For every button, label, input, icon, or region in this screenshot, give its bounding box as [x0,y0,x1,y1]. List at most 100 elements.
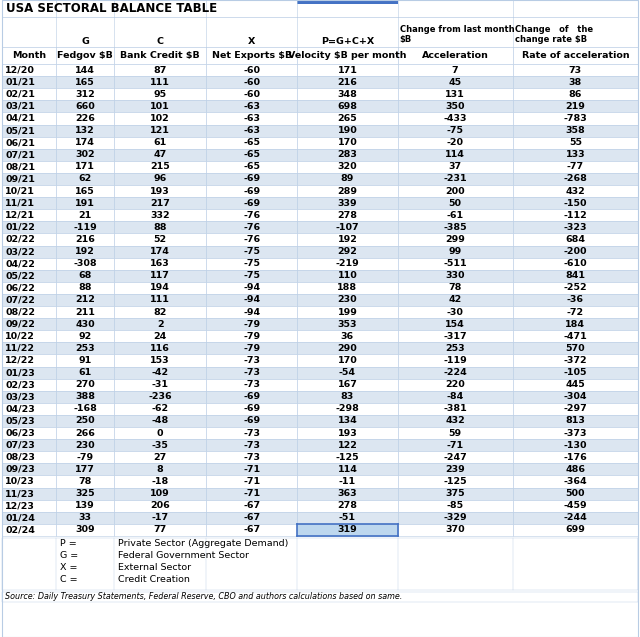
Bar [397,512,513,524]
Text: 61: 61 [154,138,167,147]
Text: Rate of acceleration: Rate of acceleration [522,51,629,60]
Text: -65: -65 [243,162,260,171]
Text: -783: -783 [563,114,588,123]
Bar [298,415,397,427]
Text: 11/22: 11/22 [5,344,35,353]
Bar [115,257,206,269]
Bar [206,112,298,124]
Bar [56,269,115,282]
Bar [115,354,206,366]
Text: 06/22: 06/22 [5,283,35,292]
Bar [56,524,115,536]
Bar [2,0,638,17]
Bar [2,209,56,221]
Text: -60: -60 [243,90,260,99]
Bar [206,221,298,233]
Bar [298,173,397,185]
Text: 139: 139 [75,501,95,510]
Text: -79: -79 [76,453,93,462]
Text: 250: 250 [75,417,95,426]
Text: 170: 170 [337,356,357,365]
Bar [298,76,397,88]
Text: -54: -54 [339,368,356,377]
Text: 117: 117 [150,271,170,280]
Bar [513,354,638,366]
Bar [397,245,513,257]
Text: -105: -105 [564,368,587,377]
Bar [397,342,513,354]
Text: Change from last month
$B: Change from last month $B [399,25,514,45]
Text: -71: -71 [243,489,260,498]
Text: 309: 309 [75,526,95,534]
Bar [115,427,206,439]
Text: -30: -30 [447,308,463,317]
Bar [115,451,206,463]
Text: 101: 101 [150,102,170,111]
Bar [513,403,638,415]
Text: 02/21: 02/21 [5,90,35,99]
Text: 03/22: 03/22 [5,247,35,256]
Text: 230: 230 [75,441,95,450]
Text: 190: 190 [337,126,357,135]
Bar [56,330,115,342]
Text: -385: -385 [444,223,467,232]
Text: 292: 292 [337,247,357,256]
Bar [56,76,115,88]
Text: -364: -364 [564,477,587,486]
Text: 174: 174 [75,138,95,147]
Bar [298,512,397,524]
Bar [2,306,56,318]
Bar [115,173,206,185]
Bar [115,294,206,306]
Text: -76: -76 [243,235,260,244]
Bar [56,136,115,148]
Bar [397,233,513,245]
Bar [397,524,513,536]
Bar [2,17,638,47]
Text: -433: -433 [444,114,467,123]
Bar [397,403,513,415]
Text: 302: 302 [75,150,95,159]
Text: 486: 486 [565,465,586,474]
Bar [115,185,206,197]
Text: -72: -72 [567,308,584,317]
Bar [115,148,206,161]
Text: -231: -231 [444,175,467,183]
Bar [2,390,56,403]
Text: -84: -84 [447,392,464,401]
Bar [2,161,56,173]
Bar [56,427,115,439]
Bar [56,112,115,124]
Bar [115,209,206,221]
Text: -372: -372 [564,356,587,365]
Text: 45: 45 [449,78,461,87]
Text: 206: 206 [150,501,170,510]
Bar [115,403,206,415]
Text: 270: 270 [75,380,95,389]
Bar [397,64,513,76]
Bar [115,233,206,245]
Text: -75: -75 [243,247,260,256]
Bar [513,415,638,427]
Bar [56,403,115,415]
Bar [206,427,298,439]
Text: 320: 320 [338,162,357,171]
Text: 132: 132 [75,126,95,135]
Text: 89: 89 [340,175,354,183]
Text: -73: -73 [243,441,260,450]
Text: -176: -176 [563,453,588,462]
Text: -200: -200 [564,247,587,256]
Text: 77: 77 [154,526,167,534]
Bar [298,161,397,173]
Bar [397,269,513,282]
Text: 52: 52 [154,235,166,244]
Bar [56,88,115,100]
Bar [298,354,397,366]
Text: 134: 134 [337,417,357,426]
Bar [513,294,638,306]
Text: 216: 216 [337,78,357,87]
Text: 253: 253 [445,344,465,353]
Bar [115,463,206,475]
Text: -65: -65 [243,150,260,159]
Bar [206,330,298,342]
